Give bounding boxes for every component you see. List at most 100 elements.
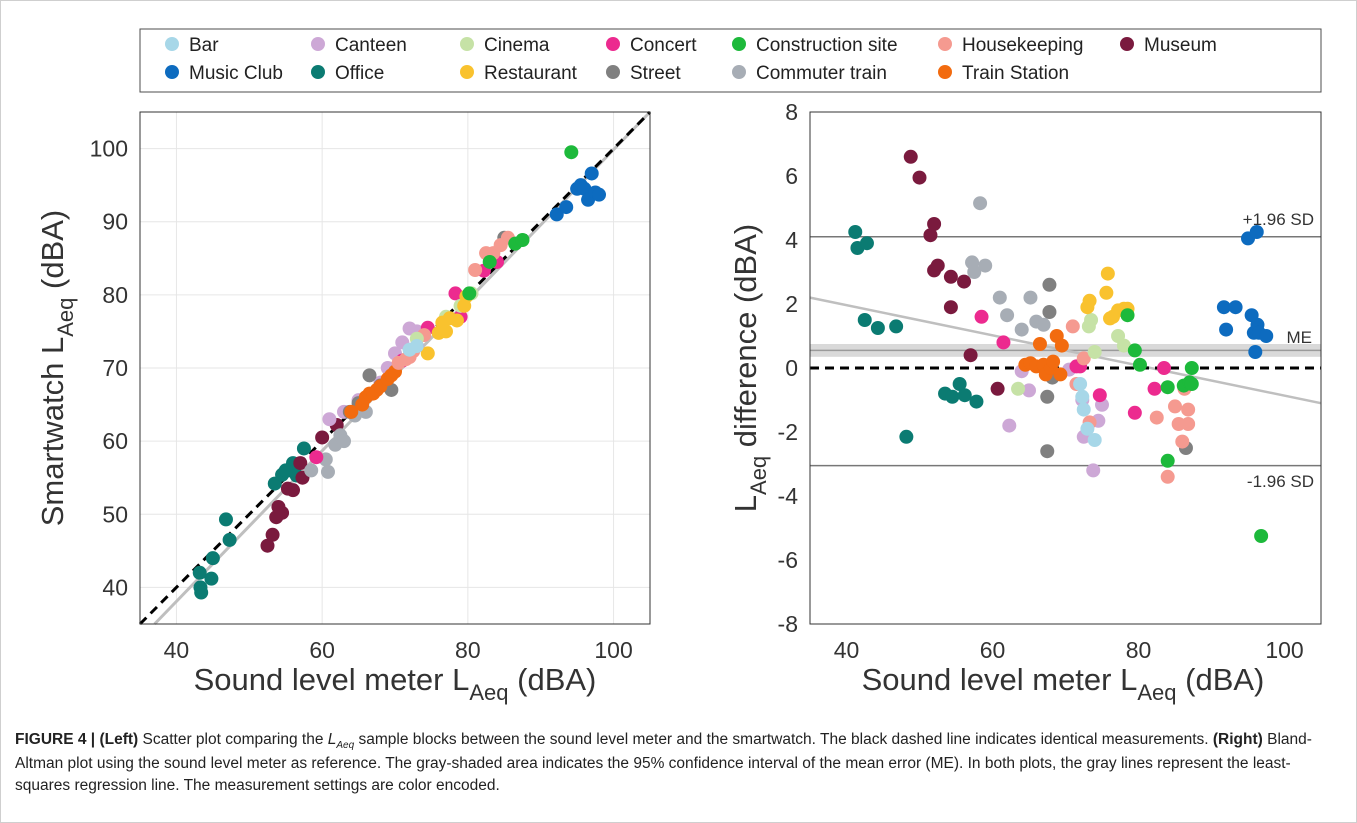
point-museum [943, 269, 958, 284]
point-office [192, 565, 207, 580]
x-axis-label: Sound level meter LAeq (dBA) [194, 662, 597, 705]
bland-altman-plot-right: 40 60 80 100 -8 -6 -4 -2 0 2 4 6 8 +1.96 SD ME -1.96… [728, 99, 1322, 705]
point-canteen [1002, 418, 1017, 433]
point-music_club [577, 181, 592, 196]
legend-marker-street [606, 65, 620, 79]
x-tick-label: 80 [455, 637, 481, 663]
lower-limit-label: -1.96 SD [1247, 472, 1314, 491]
point-commuter [978, 258, 993, 273]
x-tick-label: 100 [1265, 637, 1303, 663]
point-museum [990, 381, 1005, 396]
point-museum [963, 348, 978, 363]
point-museum [265, 527, 280, 542]
caption-text: Bland-Altman plot using the sound level … [15, 731, 1312, 795]
figure-caption: FIGURE 4 | (Left) Scatter plot comparing… [15, 729, 1340, 797]
point-cinema [1084, 313, 1099, 327]
point-construction [1120, 308, 1135, 323]
point-music_club [1216, 300, 1231, 315]
point-construction [462, 286, 477, 301]
point-restaurant [439, 324, 453, 339]
point-music_club [1249, 225, 1264, 239]
point-office [194, 585, 209, 600]
point-housekeeping [468, 262, 483, 277]
legend-label-concert: Concert [630, 35, 697, 56]
figure-svg: Bar Canteen Cinema Concert Construction site… [35, 28, 1322, 705]
legend-marker-concert [606, 37, 620, 51]
point-office [969, 394, 984, 409]
legend-label-construction: Construction site [756, 35, 898, 56]
point-museum [927, 217, 942, 231]
point-construction [482, 254, 497, 269]
point-office [859, 236, 874, 251]
point-restaurant [420, 346, 435, 361]
legend-label-canteen: Canteen [335, 35, 407, 56]
data-points [848, 149, 1274, 543]
plot-frame [809, 111, 1322, 625]
point-street [384, 382, 399, 397]
leq-symbol: LAeq [327, 731, 355, 752]
legend-label-bar: Bar [189, 35, 219, 56]
point-concert [309, 450, 324, 465]
point-museum [930, 258, 945, 273]
legend-marker-construction [732, 37, 746, 51]
point-bar [1076, 402, 1091, 417]
point-restaurant [1082, 293, 1097, 308]
point-museum [923, 228, 938, 243]
point-concert [974, 309, 989, 324]
point-music_club [549, 207, 564, 222]
point-construction [1132, 357, 1147, 372]
legend-marker-train_station [938, 65, 952, 79]
point-office [218, 512, 233, 527]
point-housekeeping [1181, 402, 1196, 417]
point-construction [1127, 343, 1142, 358]
point-office [945, 389, 960, 404]
point-housekeeping [1065, 319, 1080, 334]
point-housekeeping [1181, 417, 1196, 431]
legend-marker-music_club [165, 65, 179, 79]
point-bar [1075, 389, 1090, 404]
legend-label-museum: Museum [1144, 35, 1217, 56]
point-housekeeping [1175, 434, 1190, 449]
legend-marker-housekeeping [938, 37, 952, 51]
point-commuter [320, 464, 335, 479]
point-office [296, 441, 311, 456]
legend-label-commuter: Commuter train [756, 63, 887, 84]
legend-marker-bar [165, 37, 179, 51]
caption-text: sample blocks between the sound level me… [354, 731, 1213, 748]
point-train_station [1053, 367, 1068, 382]
legend-marker-office [311, 65, 325, 79]
point-music_club [584, 166, 599, 181]
legend-label-office: Office [335, 63, 384, 84]
scatter-plot-left: 40 60 80 100 40 50 60 70 80 90 100 Sound level met… [35, 110, 652, 705]
x-tick-label: 40 [164, 637, 190, 663]
y-tick-label: 2 [785, 291, 798, 317]
point-construction [1160, 380, 1175, 395]
legend-label-music_club: Music Club [189, 63, 283, 84]
y-tick-label: 60 [102, 428, 128, 454]
point-music_club [559, 200, 574, 215]
x-tick-label: 40 [834, 637, 860, 663]
point-music_club [1228, 300, 1243, 315]
point-commuter [1014, 322, 1029, 337]
point-construction [1254, 529, 1269, 543]
y-tick-label: 40 [102, 574, 128, 600]
y-tick-label: -2 [778, 419, 798, 445]
point-street [1040, 444, 1055, 459]
point-commuter [992, 290, 1007, 305]
point-housekeeping [1160, 469, 1175, 484]
right-tag: (Right) [1212, 731, 1263, 748]
tick-labels: 40 60 80 100 40 50 60 70 80 90 100 [90, 136, 633, 663]
point-bar [1080, 421, 1095, 436]
point-museum [293, 456, 308, 471]
point-concert [1157, 361, 1172, 375]
point-music_club [1248, 345, 1263, 359]
point-construction [1160, 453, 1175, 468]
upper-limit-label: +1.96 SD [1243, 210, 1314, 229]
point-commuter [973, 196, 988, 211]
legend-marker-cinema [460, 37, 474, 51]
y-axis-label: Smartwatch LAeq (dBA) [35, 210, 78, 527]
point-street [1042, 305, 1057, 319]
legend-label-cinema: Cinema [484, 35, 550, 56]
point-commuter [304, 463, 319, 478]
point-office [870, 321, 885, 335]
